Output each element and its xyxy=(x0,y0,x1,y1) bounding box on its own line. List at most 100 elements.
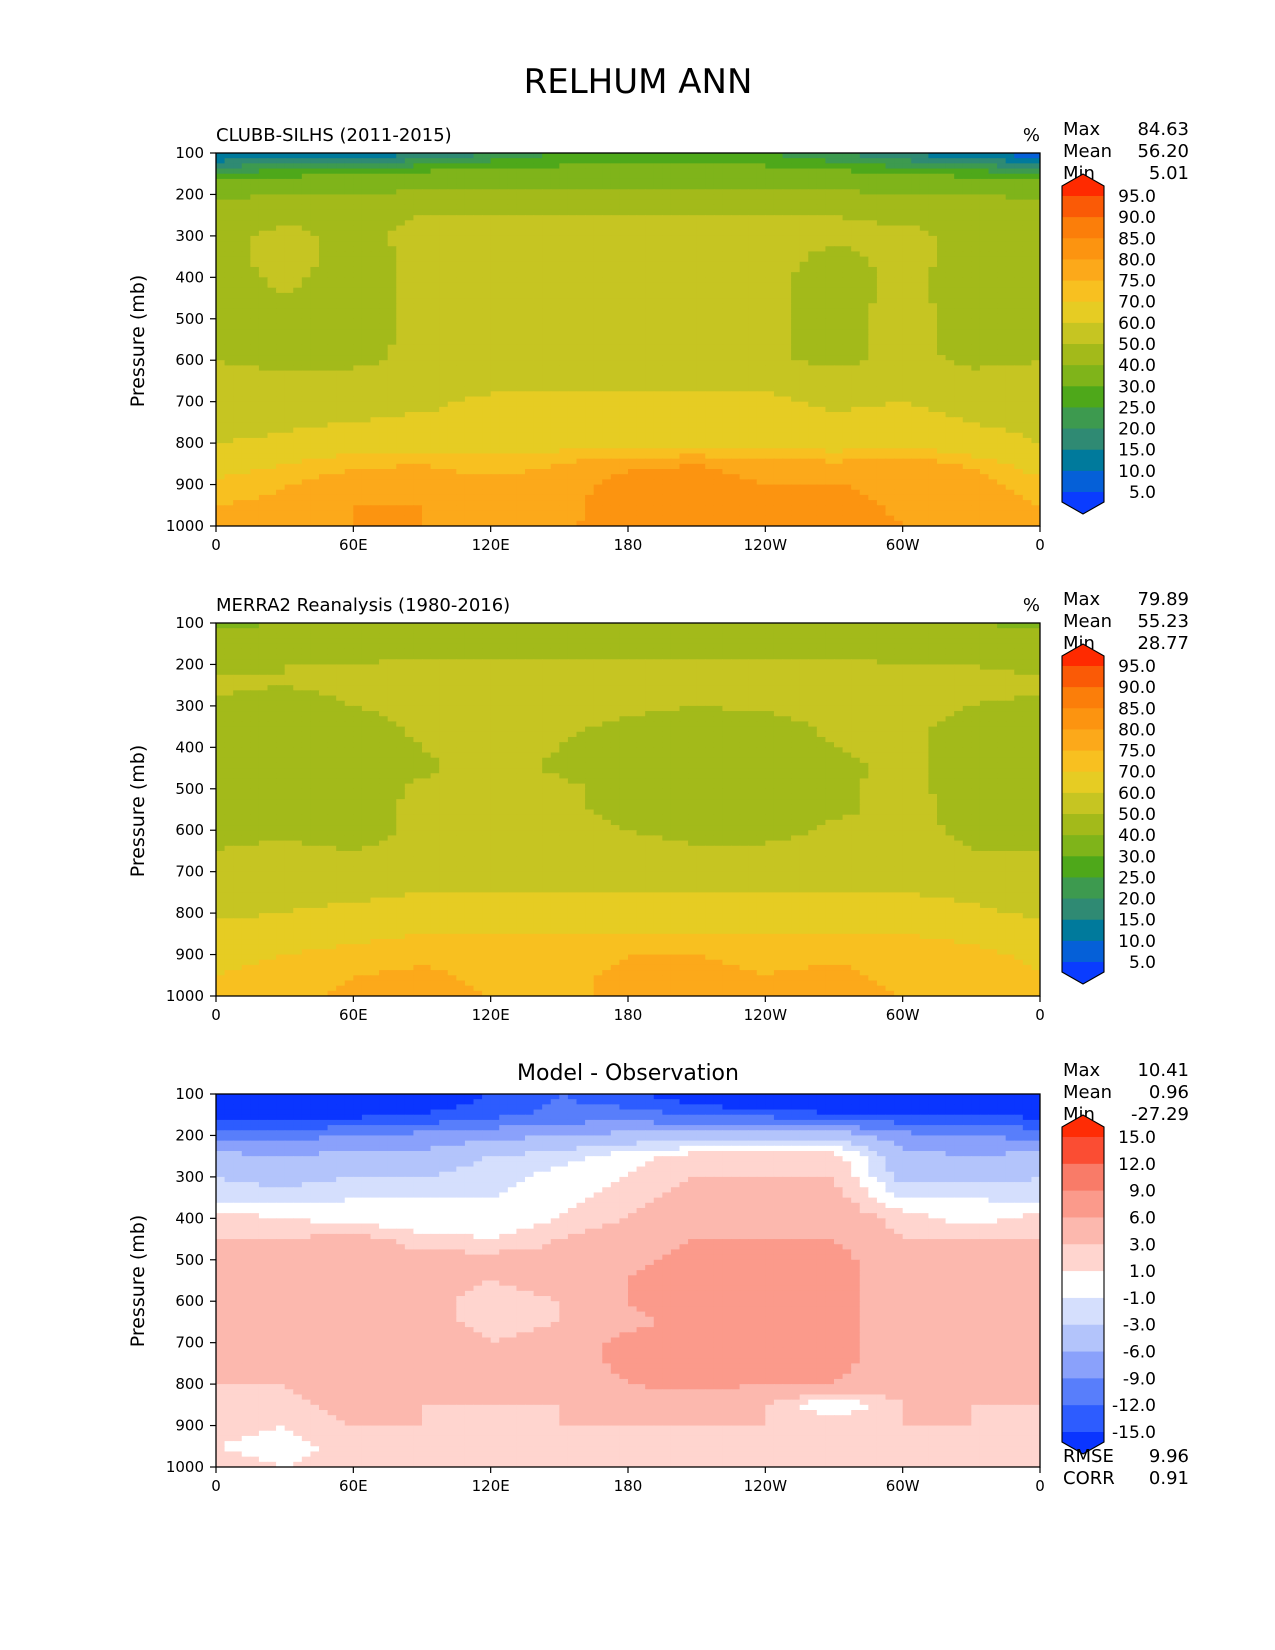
heatmap-cell xyxy=(258,370,269,377)
heatmap-cell xyxy=(576,261,586,268)
heatmap-cell xyxy=(954,189,964,196)
heatmap-cell xyxy=(619,173,629,180)
heatmap-cell xyxy=(834,230,844,237)
heatmap-cell xyxy=(911,184,921,190)
heatmap-cell xyxy=(628,184,638,190)
heatmap-cell xyxy=(387,406,397,413)
heatmap-cell xyxy=(267,194,277,201)
heatmap-cell xyxy=(773,375,784,382)
heatmap-cell xyxy=(997,158,1007,164)
heatmap-cell xyxy=(1005,153,1015,159)
heatmap-cell xyxy=(1014,355,1024,361)
heatmap-cell xyxy=(404,360,415,366)
heatmap-cell xyxy=(988,303,998,310)
heatmap-cell xyxy=(645,251,655,258)
heatmap-cell xyxy=(1005,246,1015,253)
heatmap-cell xyxy=(859,251,869,258)
heatmap-cell xyxy=(928,194,938,201)
heatmap-cell xyxy=(387,287,397,294)
heatmap-cell xyxy=(293,370,303,377)
heatmap-cell xyxy=(396,173,406,180)
heatmap-cell xyxy=(816,375,827,382)
heatmap-cell xyxy=(404,412,415,418)
heatmap-cell xyxy=(971,163,981,170)
heatmap-cell xyxy=(731,194,741,201)
heatmap-cell xyxy=(456,417,466,423)
heatmap-cell xyxy=(748,261,758,268)
heatmap-cell xyxy=(319,339,329,346)
heatmap-cell xyxy=(731,334,741,341)
heatmap-cell xyxy=(962,339,972,346)
heatmap-cell xyxy=(919,158,930,164)
heatmap-cell xyxy=(224,266,234,273)
heatmap-cell xyxy=(971,417,981,423)
heatmap-cell xyxy=(636,225,646,232)
heatmap-cell xyxy=(962,194,972,201)
heatmap-cell xyxy=(834,251,844,258)
heatmap-cell xyxy=(662,277,672,284)
heatmap-cell xyxy=(799,277,809,284)
heatmap-cell xyxy=(319,199,329,206)
heatmap-cell xyxy=(816,215,827,221)
heatmap-cell xyxy=(499,225,509,232)
heatmap-cell xyxy=(550,313,560,320)
heatmap-cell xyxy=(585,412,595,418)
heatmap-cell xyxy=(662,329,672,335)
heatmap-cell xyxy=(224,401,234,408)
heatmap-cell xyxy=(336,256,346,263)
heatmap-cell xyxy=(756,168,766,175)
heatmap-cell xyxy=(310,375,320,382)
heatmap-cell xyxy=(713,308,724,315)
heatmap-cell xyxy=(799,163,809,170)
heatmap-cell xyxy=(593,215,603,221)
heatmap-cell xyxy=(336,194,346,201)
heatmap-cell xyxy=(799,313,809,320)
heatmap-cell xyxy=(765,365,775,372)
heatmap-cell xyxy=(516,298,526,304)
heatmap-cell xyxy=(233,344,243,351)
heatmap-cell xyxy=(662,189,672,196)
heatmap-cell xyxy=(713,158,724,164)
heatmap-cell xyxy=(473,158,483,164)
heatmap-cell xyxy=(688,209,698,216)
heatmap-cell xyxy=(679,256,689,263)
heatmap-cell xyxy=(336,282,346,289)
heatmap-cell xyxy=(756,370,766,377)
heatmap-cell xyxy=(1014,298,1024,304)
heatmap-cell xyxy=(902,158,912,164)
heatmap-cell xyxy=(559,287,569,294)
heatmap-cell xyxy=(499,241,509,247)
heatmap-cell xyxy=(327,318,337,325)
heatmap-cell xyxy=(705,189,715,196)
heatmap-cell xyxy=(610,266,621,273)
heatmap-cell xyxy=(361,401,372,408)
heatmap-cell xyxy=(216,313,226,320)
heatmap-cell xyxy=(679,417,689,423)
heatmap-cell xyxy=(876,282,887,289)
heatmap-cell xyxy=(1031,272,1040,278)
heatmap-cell xyxy=(224,158,234,164)
heatmap-cell xyxy=(216,344,226,351)
heatmap-cell xyxy=(808,308,818,315)
heatmap-cell xyxy=(782,323,792,330)
heatmap-cell xyxy=(387,339,397,346)
heatmap-cell xyxy=(782,184,792,190)
heatmap-cell xyxy=(559,230,569,237)
heatmap-cell xyxy=(430,277,440,284)
heatmap-cell xyxy=(361,184,372,190)
heatmap-cell xyxy=(997,241,1007,247)
heatmap-cell xyxy=(945,215,955,221)
heatmap-cell xyxy=(748,401,758,408)
heatmap-cell xyxy=(979,209,990,216)
heatmap-cell xyxy=(567,266,578,273)
heatmap-cell xyxy=(679,391,689,398)
panel-1-max-value: 84.63 xyxy=(1137,119,1189,140)
heatmap-cell xyxy=(430,318,440,325)
heatmap-cell xyxy=(370,417,380,423)
heatmap-cell xyxy=(894,178,904,185)
heatmap-cell xyxy=(533,168,543,175)
heatmap-cell xyxy=(653,370,663,377)
heatmap-cell xyxy=(799,417,809,423)
heatmap-cell xyxy=(387,370,397,377)
heatmap-cell xyxy=(576,349,586,356)
